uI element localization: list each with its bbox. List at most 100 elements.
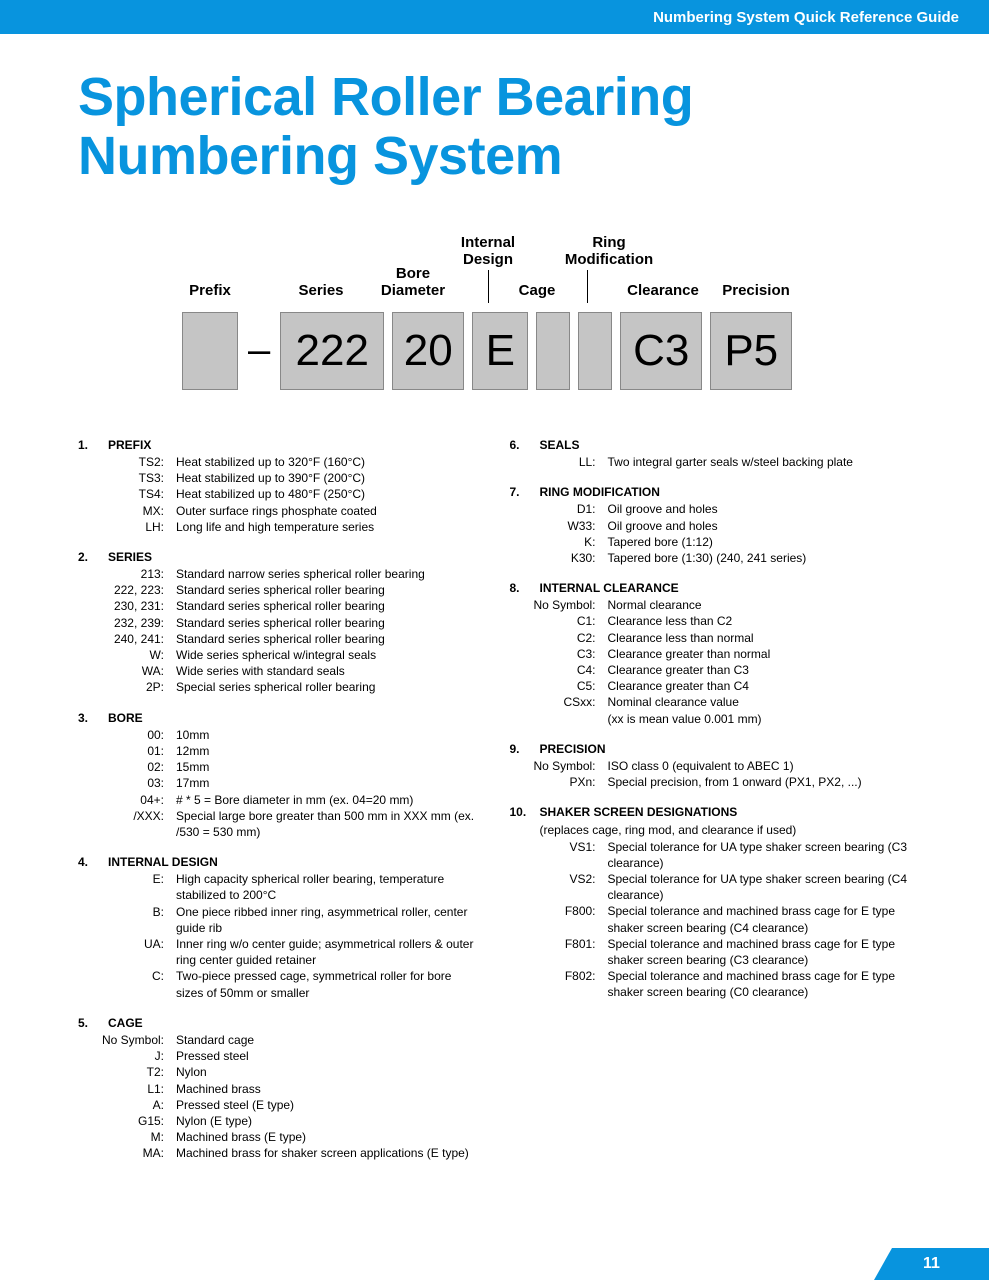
item-code: 213: bbox=[78, 566, 176, 582]
definition-item: /XXX:Special large bore greater than 500… bbox=[78, 808, 480, 840]
definition-item: E:High capacity spherical roller bearing… bbox=[78, 871, 480, 903]
item-desc: Standard cage bbox=[176, 1032, 480, 1048]
definition-item: B:One piece ribbed inner ring, asymmetri… bbox=[78, 904, 480, 936]
definition-item: G15:Nylon (E type) bbox=[78, 1113, 480, 1129]
item-desc: Clearance less than normal bbox=[608, 630, 912, 646]
item-code: K: bbox=[510, 534, 608, 550]
page-number-tab: 11 bbox=[874, 1248, 989, 1280]
box-bore: 20 bbox=[392, 312, 464, 390]
definition-item: WA:Wide series with standard seals bbox=[78, 663, 480, 679]
page-title: Spherical Roller Bearing Numbering Syste… bbox=[0, 34, 989, 187]
definition-item: CSxx:Nominal clearance value bbox=[510, 694, 912, 710]
item-desc: Special tolerance and machined brass cag… bbox=[608, 903, 912, 935]
item-code: F802: bbox=[510, 968, 608, 1000]
definition-item: No Symbol:Normal clearance bbox=[510, 597, 912, 613]
definition-item: F800:Special tolerance and machined bras… bbox=[510, 903, 912, 935]
item-desc: ISO class 0 (equivalent to ABEC 1) bbox=[608, 758, 912, 774]
item-desc: Pressed steel (E type) bbox=[176, 1097, 480, 1113]
definition-item: C5:Clearance greater than C4 bbox=[510, 678, 912, 694]
item-code: W: bbox=[78, 647, 176, 663]
item-code: J: bbox=[78, 1048, 176, 1064]
definition-item: 00:10mm bbox=[78, 727, 480, 743]
numbering-diagram: Prefix Series Bore Diameter Internal Des… bbox=[78, 237, 911, 417]
item-code: 04+: bbox=[78, 792, 176, 808]
item-desc: Clearance less than C2 bbox=[608, 613, 912, 629]
section-title: 10.SHAKER SCREEN DESIGNATIONS bbox=[510, 804, 912, 820]
definitions: 1.PREFIXTS2:Heat stabilized up to 320°F … bbox=[0, 417, 989, 1176]
section: 5.CAGENo Symbol:Standard cageJ:Pressed s… bbox=[78, 1015, 480, 1162]
section: 4.INTERNAL DESIGNE:High capacity spheric… bbox=[78, 854, 480, 1001]
item-desc: Machined brass (E type) bbox=[176, 1129, 480, 1145]
item-code: C5: bbox=[510, 678, 608, 694]
section-title: 2.SERIES bbox=[78, 549, 480, 565]
section-title: 8.INTERNAL CLEARANCE bbox=[510, 580, 912, 596]
item-desc: Standard series spherical roller bearing bbox=[176, 598, 480, 614]
definition-item: VS2:Special tolerance for UA type shaker… bbox=[510, 871, 912, 903]
definition-item: L1:Machined brass bbox=[78, 1081, 480, 1097]
item-desc: Wide series with standard seals bbox=[176, 663, 480, 679]
item-desc: Tapered bore (1:12) bbox=[608, 534, 912, 550]
item-code: L1: bbox=[78, 1081, 176, 1097]
item-desc: Special precision, from 1 onward (PX1, P… bbox=[608, 774, 912, 790]
item-desc: Standard series spherical roller bearing bbox=[176, 582, 480, 598]
item-code: 03: bbox=[78, 775, 176, 791]
item-desc: Standard narrow series spherical roller … bbox=[176, 566, 480, 582]
item-desc: Oil groove and holes bbox=[608, 518, 912, 534]
section: 7.RING MODIFICATIOND1:Oil groove and hol… bbox=[510, 484, 912, 566]
definition-item: A:Pressed steel (E type) bbox=[78, 1097, 480, 1113]
section-note: (replaces cage, ring mod, and clearance … bbox=[510, 822, 912, 838]
item-desc: Standard series spherical roller bearing bbox=[176, 631, 480, 647]
item-code: F801: bbox=[510, 936, 608, 968]
definition-item: 04+:# * 5 = Bore diameter in mm (ex. 04=… bbox=[78, 792, 480, 808]
item-code: LL: bbox=[510, 454, 608, 470]
item-code: UA: bbox=[78, 936, 176, 968]
definition-item: C3:Clearance greater than normal bbox=[510, 646, 912, 662]
definition-item: No Symbol:Standard cage bbox=[78, 1032, 480, 1048]
definition-item: 213:Standard narrow series spherical rol… bbox=[78, 566, 480, 582]
item-code: 222, 223: bbox=[78, 582, 176, 598]
definition-item: 03:17mm bbox=[78, 775, 480, 791]
item-desc: Special tolerance and machined brass cag… bbox=[608, 968, 912, 1000]
item-code: VS1: bbox=[510, 839, 608, 871]
box-cage bbox=[536, 312, 570, 390]
section-title: 1.PREFIX bbox=[78, 437, 480, 453]
label-clearance: Clearance bbox=[618, 282, 708, 299]
section: 10.SHAKER SCREEN DESIGNATIONS (replaces c… bbox=[510, 804, 912, 1000]
definition-item: D1:Oil groove and holes bbox=[510, 501, 912, 517]
item-desc: Nylon bbox=[176, 1064, 480, 1080]
definition-item: PXn:Special precision, from 1 onward (PX… bbox=[510, 774, 912, 790]
section-title: 3.BORE bbox=[78, 710, 480, 726]
item-desc: Two integral garter seals w/steel backin… bbox=[608, 454, 912, 470]
item-code: M: bbox=[78, 1129, 176, 1145]
title-line2: Numbering System bbox=[78, 126, 562, 186]
item-code: TS2: bbox=[78, 454, 176, 470]
item-desc: Heat stabilized up to 480°F (250°C) bbox=[176, 486, 480, 502]
item-desc: High capacity spherical roller bearing, … bbox=[176, 871, 480, 903]
item-desc: Clearance greater than C3 bbox=[608, 662, 912, 678]
section: 2.SERIES213:Standard narrow series spher… bbox=[78, 549, 480, 696]
item-code: 00: bbox=[78, 727, 176, 743]
header-title: Numbering System Quick Reference Guide bbox=[653, 9, 959, 26]
section-title: 9.PRECISION bbox=[510, 741, 912, 757]
item-code: T2: bbox=[78, 1064, 176, 1080]
definition-item: C1:Clearance less than C2 bbox=[510, 613, 912, 629]
label-precision: Precision bbox=[711, 282, 801, 299]
item-code: CSxx: bbox=[510, 694, 608, 710]
item-desc: 17mm bbox=[176, 775, 480, 791]
item-desc: Heat stabilized up to 390°F (200°C) bbox=[176, 470, 480, 486]
item-desc: Normal clearance bbox=[608, 597, 912, 613]
definition-item: C:Two-piece pressed cage, symmetrical ro… bbox=[78, 968, 480, 1000]
item-code: 230, 231: bbox=[78, 598, 176, 614]
item-code: PXn: bbox=[510, 774, 608, 790]
left-column: 1.PREFIXTS2:Heat stabilized up to 320°F … bbox=[78, 437, 480, 1176]
definition-item: J:Pressed steel bbox=[78, 1048, 480, 1064]
item-code: C4: bbox=[510, 662, 608, 678]
definition-item: 01:12mm bbox=[78, 743, 480, 759]
box-prefix bbox=[182, 312, 238, 390]
label-series: Series bbox=[271, 282, 371, 299]
definition-item: K:Tapered bore (1:12) bbox=[510, 534, 912, 550]
item-code: B: bbox=[78, 904, 176, 936]
definition-item: TS4:Heat stabilized up to 480°F (250°C) bbox=[78, 486, 480, 502]
item-code: E: bbox=[78, 871, 176, 903]
right-column: 6.SEALSLL:Two integral garter seals w/st… bbox=[510, 437, 912, 1176]
